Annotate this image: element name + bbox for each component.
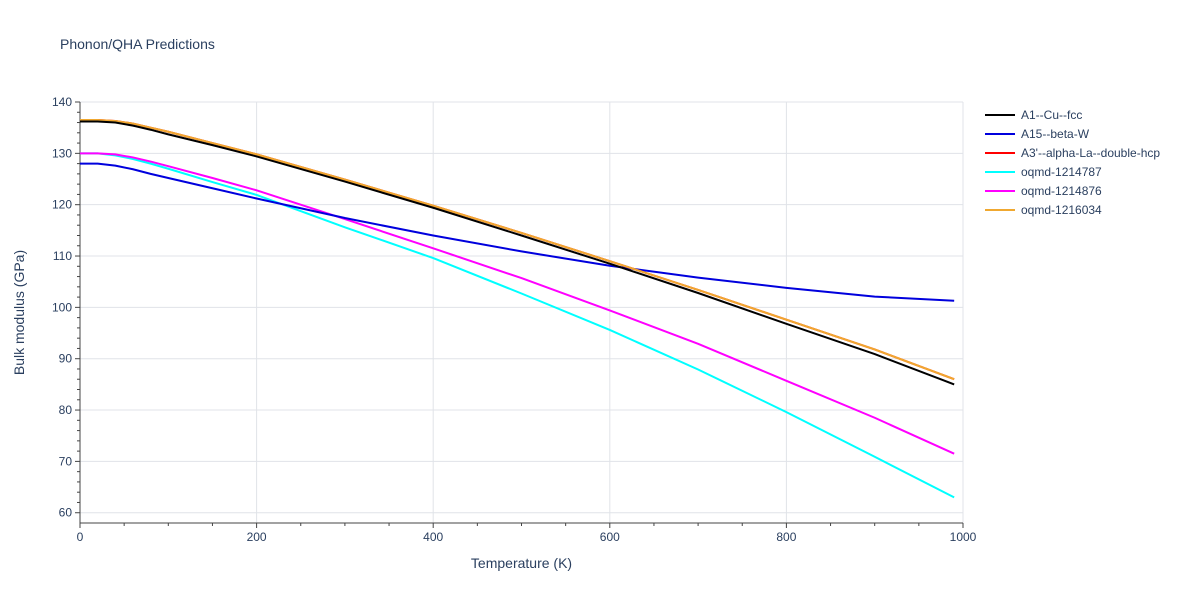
legend-label: A15--beta-W <box>1021 126 1090 141</box>
x-tick-label: 400 <box>423 530 443 544</box>
x-tick-label: 1000 <box>950 530 977 544</box>
legend-label: oqmd-1214787 <box>1021 164 1102 179</box>
legend-label: A3'--alpha-La--double-hcp <box>1021 145 1161 160</box>
series-line-a15-beta-w <box>80 162 955 302</box>
y-tick-label: 80 <box>59 403 73 417</box>
y-tick-label: 120 <box>52 198 72 212</box>
y-tick-label: 140 <box>52 95 72 109</box>
legend-label: oqmd-1216034 <box>1021 202 1102 217</box>
y-tick-label: 100 <box>52 300 72 314</box>
legend-item[interactable]: oqmd-1216034 <box>985 200 1160 219</box>
series-line-oqmd-1216034 <box>80 118 955 381</box>
y-tick-label: 70 <box>59 454 73 468</box>
y-tick-label: 60 <box>59 506 73 520</box>
x-tick-label: 200 <box>247 530 267 544</box>
y-tick-label: 110 <box>53 249 72 263</box>
legend[interactable]: A1--Cu--fcc A15--beta-W A3'--alpha-La--dou… <box>985 105 1160 219</box>
legend-item[interactable]: A15--beta-W <box>985 124 1160 143</box>
legend-swatch <box>985 113 1015 116</box>
legend-swatch <box>985 132 1015 135</box>
legend-swatch <box>985 189 1015 192</box>
x-tick-label: 800 <box>776 530 796 544</box>
x-tick-label: 0 <box>77 530 84 544</box>
legend-item[interactable]: oqmd-1214876 <box>985 181 1160 200</box>
legend-swatch <box>985 151 1015 154</box>
y-tick-label: 90 <box>59 352 73 366</box>
x-tick-label: 600 <box>600 530 620 544</box>
chart-title: Phonon/QHA Predictions <box>60 36 215 52</box>
y-tick-label: 130 <box>52 146 72 160</box>
x-axis-title: Temperature (K) <box>471 555 572 571</box>
legend-label: oqmd-1214876 <box>1021 183 1102 198</box>
legend-swatch <box>985 170 1015 173</box>
legend-label: A1--Cu--fcc <box>1021 107 1083 122</box>
legend-item[interactable]: oqmd-1214787 <box>985 162 1160 181</box>
legend-item[interactable]: A3'--alpha-La--double-hcp <box>985 143 1160 162</box>
y-axis-title: Bulk modulus (GPa) <box>11 250 27 375</box>
legend-swatch <box>985 208 1015 211</box>
series-line-oqmd-1214876 <box>80 152 955 455</box>
legend-item[interactable]: A1--Cu--fcc <box>985 105 1160 124</box>
series-line-a1-cu-fcc <box>80 120 955 386</box>
series-line-oqmd-1214787 <box>80 152 955 499</box>
